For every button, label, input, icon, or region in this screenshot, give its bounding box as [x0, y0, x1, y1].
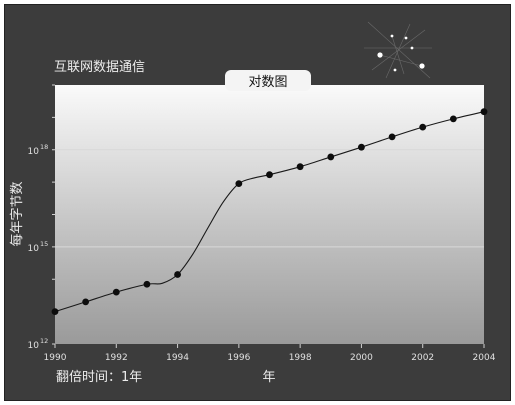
data-point [174, 271, 181, 278]
page-title: 互联网数据通信 [54, 60, 145, 75]
data-point [112, 288, 120, 296]
data-point [388, 133, 396, 141]
y-tick-label: 10 [28, 341, 40, 351]
x-tick-label: 1992 [105, 353, 128, 363]
x-tick-label: 1996 [227, 353, 250, 363]
x-axis-label: 年 [262, 370, 275, 385]
data-markers [51, 108, 488, 316]
x-tick-label: 1990 [44, 353, 67, 363]
x-tick-label: 1994 [166, 353, 189, 363]
data-point [449, 115, 457, 123]
data-point [143, 280, 151, 288]
x-tick-label: 2002 [411, 353, 434, 363]
y-tick-exponent: 18 [40, 143, 48, 151]
data-point [358, 143, 365, 151]
y-tick-label: 10 [28, 147, 40, 157]
doubling-time-note: 翻倍时间：1年 [56, 370, 142, 385]
data-point [51, 308, 59, 316]
y-tick-exponent: 15 [40, 240, 48, 248]
x-tick-label: 2004 [473, 353, 496, 363]
x-axis-ticks: 1990 1992 1994 1996 1998 2000 2002 2004 [44, 344, 496, 363]
plot-area [55, 85, 484, 344]
data-point [266, 171, 273, 179]
data-point [419, 123, 427, 131]
data-point [235, 180, 243, 188]
chart-title: 对数图 [248, 75, 287, 90]
data-point [82, 298, 90, 306]
y-tick-label: 10 [28, 244, 40, 254]
network-icon [364, 21, 432, 79]
chart-title-tab [225, 70, 311, 91]
gridlines [55, 149, 484, 248]
x-tick-label: 1998 [289, 353, 312, 363]
data-point [327, 153, 335, 161]
x-tick-label: 2000 [350, 353, 373, 363]
y-axis-label: 每年字节数 [9, 181, 25, 246]
data-point [296, 163, 304, 171]
data-point [480, 108, 488, 116]
y-tick-exponent: 12 [40, 337, 48, 345]
